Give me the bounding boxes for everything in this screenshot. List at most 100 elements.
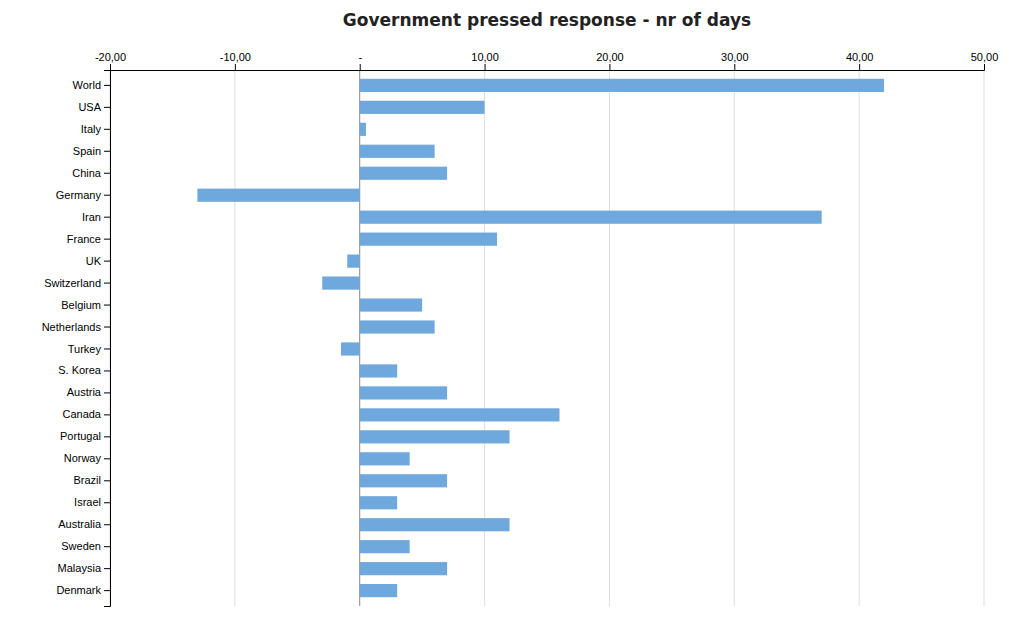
y-tick-mark bbox=[104, 85, 110, 86]
y-tick-label: China bbox=[72, 167, 102, 179]
x-tick: -20,00 bbox=[95, 51, 126, 70]
y-tick: Turkey bbox=[68, 343, 110, 355]
y-tick-mark bbox=[104, 502, 110, 503]
x-tick: - bbox=[358, 51, 362, 70]
y-tick: Belgium bbox=[61, 299, 110, 311]
y-tick-label: Israel bbox=[74, 496, 101, 508]
y-axis-line bbox=[104, 71, 111, 607]
y-tick: Portugal bbox=[60, 430, 110, 442]
bar bbox=[360, 211, 822, 224]
y-tick: Switzerland bbox=[44, 277, 110, 289]
bar bbox=[360, 496, 397, 509]
bar bbox=[360, 430, 510, 443]
x-tick-mark bbox=[984, 64, 985, 70]
y-tick-label: Turkey bbox=[68, 343, 102, 355]
y-tick: Norway bbox=[64, 452, 110, 464]
plot: -20,00-10,00-10,0020,0030,0040,0050,00Wo… bbox=[42, 51, 999, 607]
bar bbox=[360, 298, 422, 311]
x-tick: 40,00 bbox=[846, 51, 874, 70]
x-tick-label: 30,00 bbox=[721, 51, 749, 63]
y-tick-label: Italy bbox=[81, 123, 102, 135]
x-axis: -20,00-10,00-10,0020,0030,0040,0050,00 bbox=[95, 51, 998, 71]
y-tick-mark bbox=[104, 414, 110, 415]
y-tick-label: Brazil bbox=[73, 474, 101, 486]
y-tick-mark bbox=[104, 480, 110, 481]
grid-line bbox=[609, 70, 610, 606]
y-tick: World bbox=[72, 79, 110, 91]
x-tick-mark bbox=[485, 64, 486, 70]
x-tick-mark bbox=[110, 64, 111, 70]
x-tick-label: - bbox=[358, 51, 362, 63]
y-tick-mark bbox=[104, 590, 110, 591]
y-tick-label: Austria bbox=[67, 386, 102, 398]
bar bbox=[360, 145, 435, 158]
y-tick-label: Malaysia bbox=[58, 562, 102, 574]
y-tick-label: Germany bbox=[56, 189, 102, 201]
bar bbox=[322, 276, 359, 289]
y-tick: Sweden bbox=[61, 540, 110, 552]
y-tick: Canada bbox=[62, 408, 110, 420]
y-tick: Australia bbox=[58, 518, 110, 530]
y-tick-label: World bbox=[72, 79, 101, 91]
y-tick-mark bbox=[104, 436, 110, 437]
y-tick-label: USA bbox=[78, 101, 101, 113]
x-tick: 20,00 bbox=[596, 51, 624, 70]
bar bbox=[347, 255, 359, 268]
y-tick: France bbox=[67, 233, 110, 245]
y-tick: Austria bbox=[67, 386, 110, 398]
y-tick-mark bbox=[104, 370, 110, 371]
grid-line bbox=[234, 70, 235, 606]
y-tick-mark bbox=[104, 239, 110, 240]
bar bbox=[360, 320, 435, 333]
y-tick: Italy bbox=[81, 123, 110, 135]
y-tick: USA bbox=[78, 101, 110, 113]
y-tick: Germany bbox=[56, 189, 110, 201]
bar bbox=[360, 474, 447, 487]
bar bbox=[197, 189, 359, 202]
y-tick-mark bbox=[104, 458, 110, 459]
y-tick: Iran bbox=[82, 211, 110, 223]
bar bbox=[360, 386, 447, 399]
y-tick-label: S. Korea bbox=[58, 364, 102, 376]
y-tick: Spain bbox=[73, 145, 110, 157]
grid bbox=[110, 70, 984, 606]
y-tick-label: Belgium bbox=[61, 299, 101, 311]
y-tick-label: Denmark bbox=[56, 584, 101, 596]
bar bbox=[360, 364, 397, 377]
bar bbox=[360, 562, 447, 575]
bar bbox=[360, 101, 485, 114]
x-tick-mark bbox=[734, 64, 735, 70]
y-tick-label: Switzerland bbox=[44, 277, 101, 289]
y-tick-mark bbox=[104, 305, 110, 306]
y-tick-mark bbox=[104, 524, 110, 525]
bars bbox=[197, 79, 884, 597]
bar bbox=[360, 233, 497, 246]
bar bbox=[360, 408, 560, 421]
y-tick-label: UK bbox=[86, 255, 102, 267]
y-tick-mark bbox=[104, 261, 110, 262]
y-tick-mark bbox=[104, 327, 110, 328]
x-tick-label: 50,00 bbox=[971, 51, 999, 63]
y-tick-mark bbox=[104, 348, 110, 349]
y-tick-label: Iran bbox=[82, 211, 101, 223]
y-tick: China bbox=[72, 167, 110, 179]
x-tick: 50,00 bbox=[971, 51, 999, 70]
y-tick-mark bbox=[104, 151, 110, 152]
grid-line bbox=[984, 70, 985, 606]
y-tick-mark bbox=[104, 129, 110, 130]
y-tick-mark bbox=[104, 546, 110, 547]
y-tick: Brazil bbox=[73, 474, 110, 486]
x-tick-label: 40,00 bbox=[846, 51, 874, 63]
y-tick-label: Spain bbox=[73, 145, 101, 157]
x-tick: -10,00 bbox=[220, 51, 251, 70]
bar bbox=[360, 79, 884, 92]
y-tick-mark bbox=[104, 107, 110, 108]
y-tick-mark bbox=[104, 392, 110, 393]
x-tick-mark bbox=[609, 64, 610, 70]
title: Government pressed response - nr of days bbox=[343, 10, 751, 30]
x-tick-label: 10,00 bbox=[471, 51, 499, 63]
y-tick-label: Portugal bbox=[60, 430, 101, 442]
y-tick: Malaysia bbox=[58, 562, 110, 574]
chart: -20,00-10,00-10,0020,0030,0040,0050,00Wo… bbox=[0, 0, 1024, 626]
y-tick-label: Australia bbox=[58, 518, 102, 530]
